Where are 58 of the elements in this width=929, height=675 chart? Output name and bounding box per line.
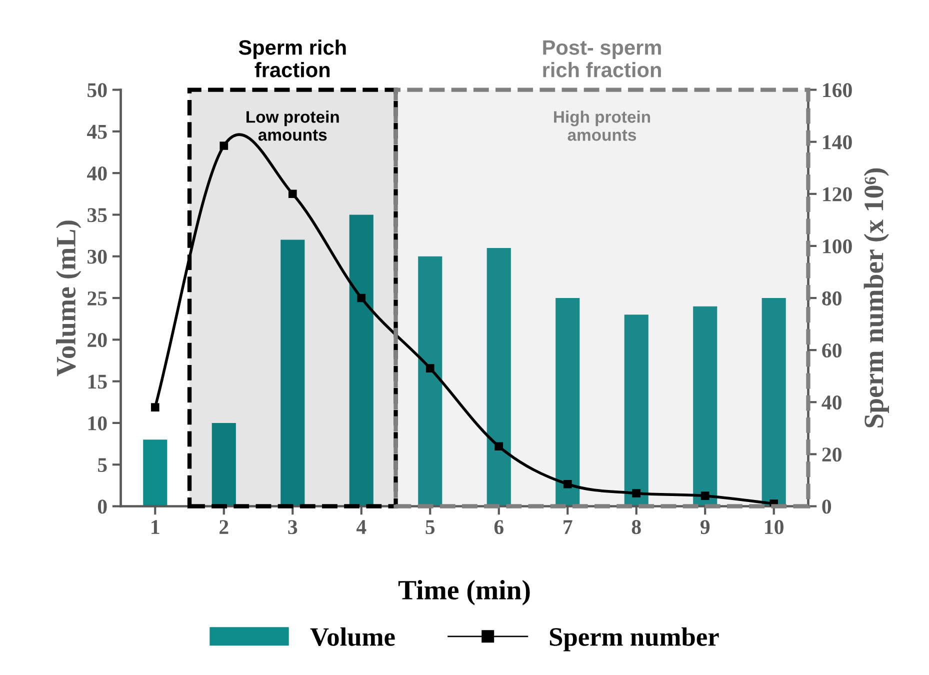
x-tick-label: 6 xyxy=(494,520,504,534)
legend-label: Sperm number xyxy=(550,627,719,652)
y2-tick-label: 0 xyxy=(822,500,832,514)
y-tick-label: 20 xyxy=(88,333,107,348)
point xyxy=(494,442,504,451)
y2-tick-label: 160 xyxy=(823,83,852,98)
y2-tick-label: 140 xyxy=(823,135,852,150)
y-axis-title: Volume (mL) xyxy=(56,220,82,376)
x-axis-title: Time (min) xyxy=(398,580,530,606)
band-label: Sperm rich fraction xyxy=(238,40,346,78)
y-tick-label: 30 xyxy=(88,250,107,264)
y-tick-label: 10 xyxy=(88,416,107,430)
point xyxy=(700,492,710,500)
x-tick-label: 2 xyxy=(220,520,228,534)
y2-tick-label: 120 xyxy=(823,187,852,202)
y2-tick-label: 60 xyxy=(822,343,842,358)
point xyxy=(150,403,160,412)
bar xyxy=(280,240,305,506)
annotation: High protein amounts xyxy=(554,110,650,141)
bar xyxy=(143,440,168,506)
bar xyxy=(486,248,511,506)
x-tick-label: 10 xyxy=(765,520,784,534)
x-tick-label: 8 xyxy=(632,520,641,534)
y-tick-label: 50 xyxy=(88,83,107,98)
x-tick-label: 9 xyxy=(700,520,710,534)
annotation: Low protein amounts xyxy=(246,110,339,141)
point xyxy=(632,489,641,498)
y2-tick-label: 100 xyxy=(823,239,852,254)
x-tick-label: 4 xyxy=(356,520,366,534)
point xyxy=(288,190,297,198)
point xyxy=(220,142,228,150)
point xyxy=(357,294,366,302)
bar xyxy=(349,214,374,506)
x-tick-label: 3 xyxy=(288,520,298,534)
y-tick-label: 40 xyxy=(87,166,107,181)
point xyxy=(563,480,572,488)
bar xyxy=(762,298,786,506)
bar xyxy=(693,306,718,506)
x-tick-label: 7 xyxy=(564,520,572,534)
legend-label: Volume xyxy=(310,627,395,646)
point xyxy=(426,364,434,372)
y-tick-label: 35 xyxy=(88,208,107,222)
bar xyxy=(556,298,580,506)
y-tick-label: 5 xyxy=(98,458,107,472)
band-label: Post- sperm rich fraction xyxy=(543,40,661,78)
x-tick-label: 1 xyxy=(152,520,160,534)
bar xyxy=(212,422,236,506)
x-tick-label: 5 xyxy=(426,520,435,534)
bar xyxy=(418,256,442,506)
y2-tick-label: 20 xyxy=(822,448,842,462)
y-tick-label: 0 xyxy=(98,500,107,514)
y2-tick-label: 40 xyxy=(822,396,842,410)
y-tick-label: 45 xyxy=(87,124,107,139)
y-tick-label: 25 xyxy=(88,291,107,306)
y2-tick-label: 80 xyxy=(822,291,842,306)
y2-axis-title: Sperm number (x 10⁶) xyxy=(864,168,889,428)
bar xyxy=(624,314,648,506)
y-tick-label: 15 xyxy=(88,374,107,389)
